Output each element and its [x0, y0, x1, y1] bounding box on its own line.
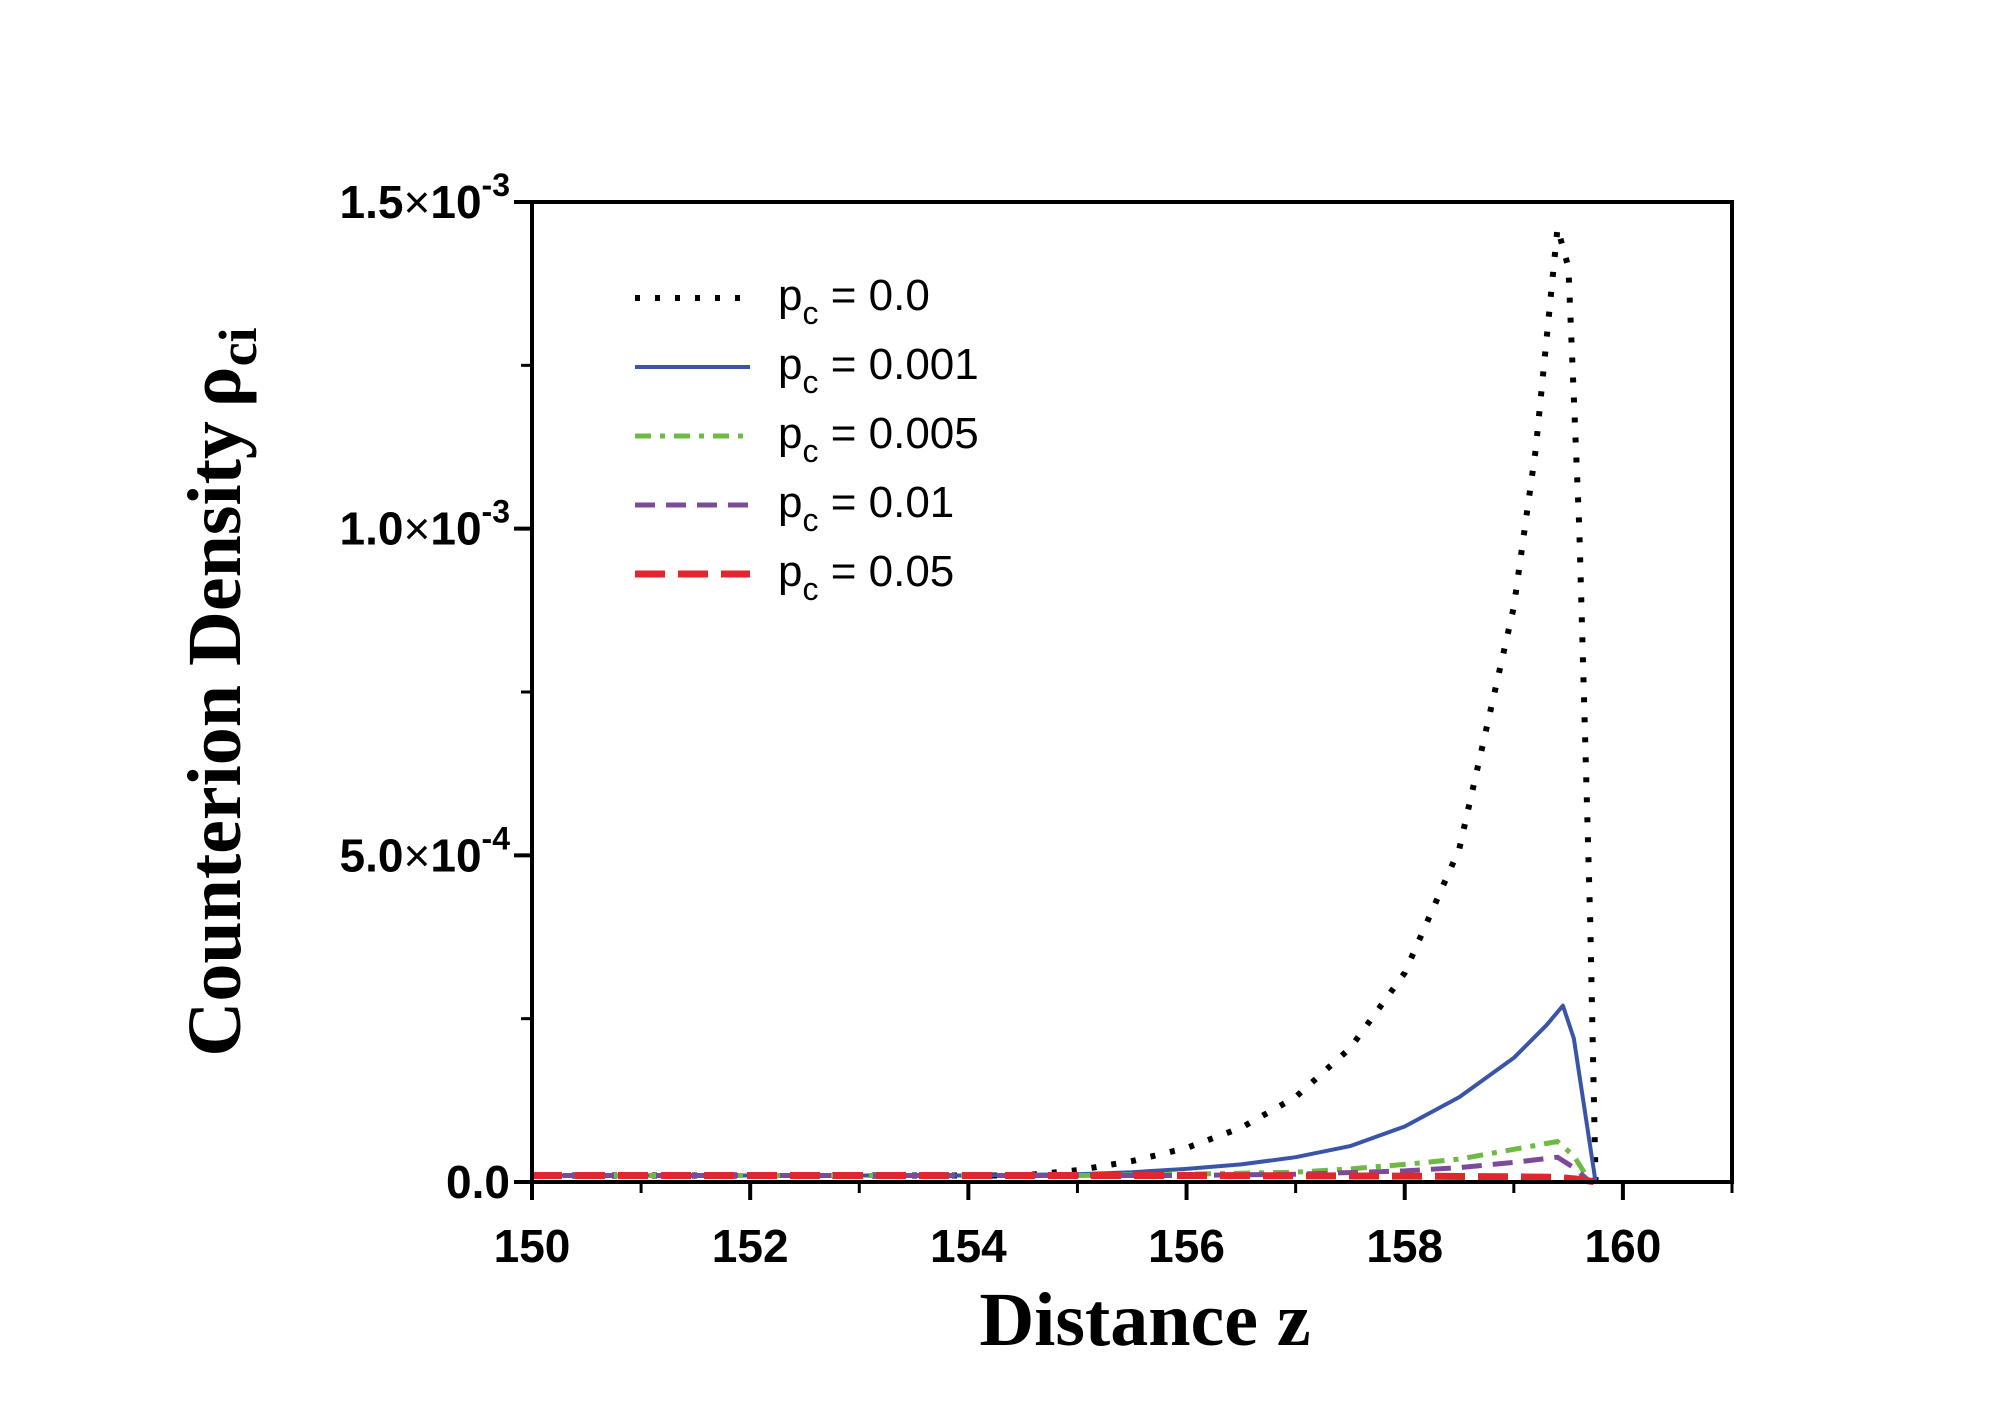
legend-label: pc = 0.01	[778, 478, 954, 538]
x-axis-title: Distance z	[979, 1278, 1310, 1362]
x-tick-label: 156	[1148, 1220, 1225, 1272]
legend: pc = 0.0 pc = 0.001 pc = 0.005 pc = 0.01 pc …	[635, 271, 979, 607]
plot-frame	[530, 200, 1734, 1184]
y-tick-label: 1.0×10-3	[340, 494, 510, 555]
legend-label: pc = 0.005	[778, 409, 979, 469]
x-tick-label: 152	[712, 1220, 789, 1272]
y-axis-title-subscript: ci	[208, 327, 268, 366]
y-axis-title: Counterion Density ρci	[173, 327, 268, 1056]
x-axis: 150 152 154 156 158 160	[494, 1182, 1734, 1272]
legend-label: pc = 0.0	[778, 271, 930, 331]
x-tick-label: 150	[494, 1220, 571, 1272]
legend-label: pc = 0.05	[778, 547, 954, 607]
series-line	[532, 225, 1599, 1183]
series-line	[532, 1172, 1597, 1186]
y-axis-title-symbol: ρ	[173, 366, 257, 407]
legend-label: pc = 0.001	[778, 340, 979, 400]
y-axis-title-main: Counterion Density	[173, 421, 257, 1056]
x-tick-label: 158	[1366, 1220, 1443, 1272]
y-tick-label: 5.0×10-4	[340, 820, 511, 881]
y-tick-label: 1.5×10-3	[340, 167, 510, 228]
x-tick-label: 160	[1585, 1220, 1662, 1272]
plot-lines	[532, 225, 1599, 1186]
series-line	[532, 1154, 1592, 1184]
x-tick-label: 154	[930, 1220, 1007, 1272]
y-tick-label: 0.0	[446, 1156, 510, 1208]
y-axis: 0.0 5.0×10-4 1.0×10-3 1.5×10-3	[340, 167, 532, 1208]
series-line	[532, 1003, 1598, 1183]
